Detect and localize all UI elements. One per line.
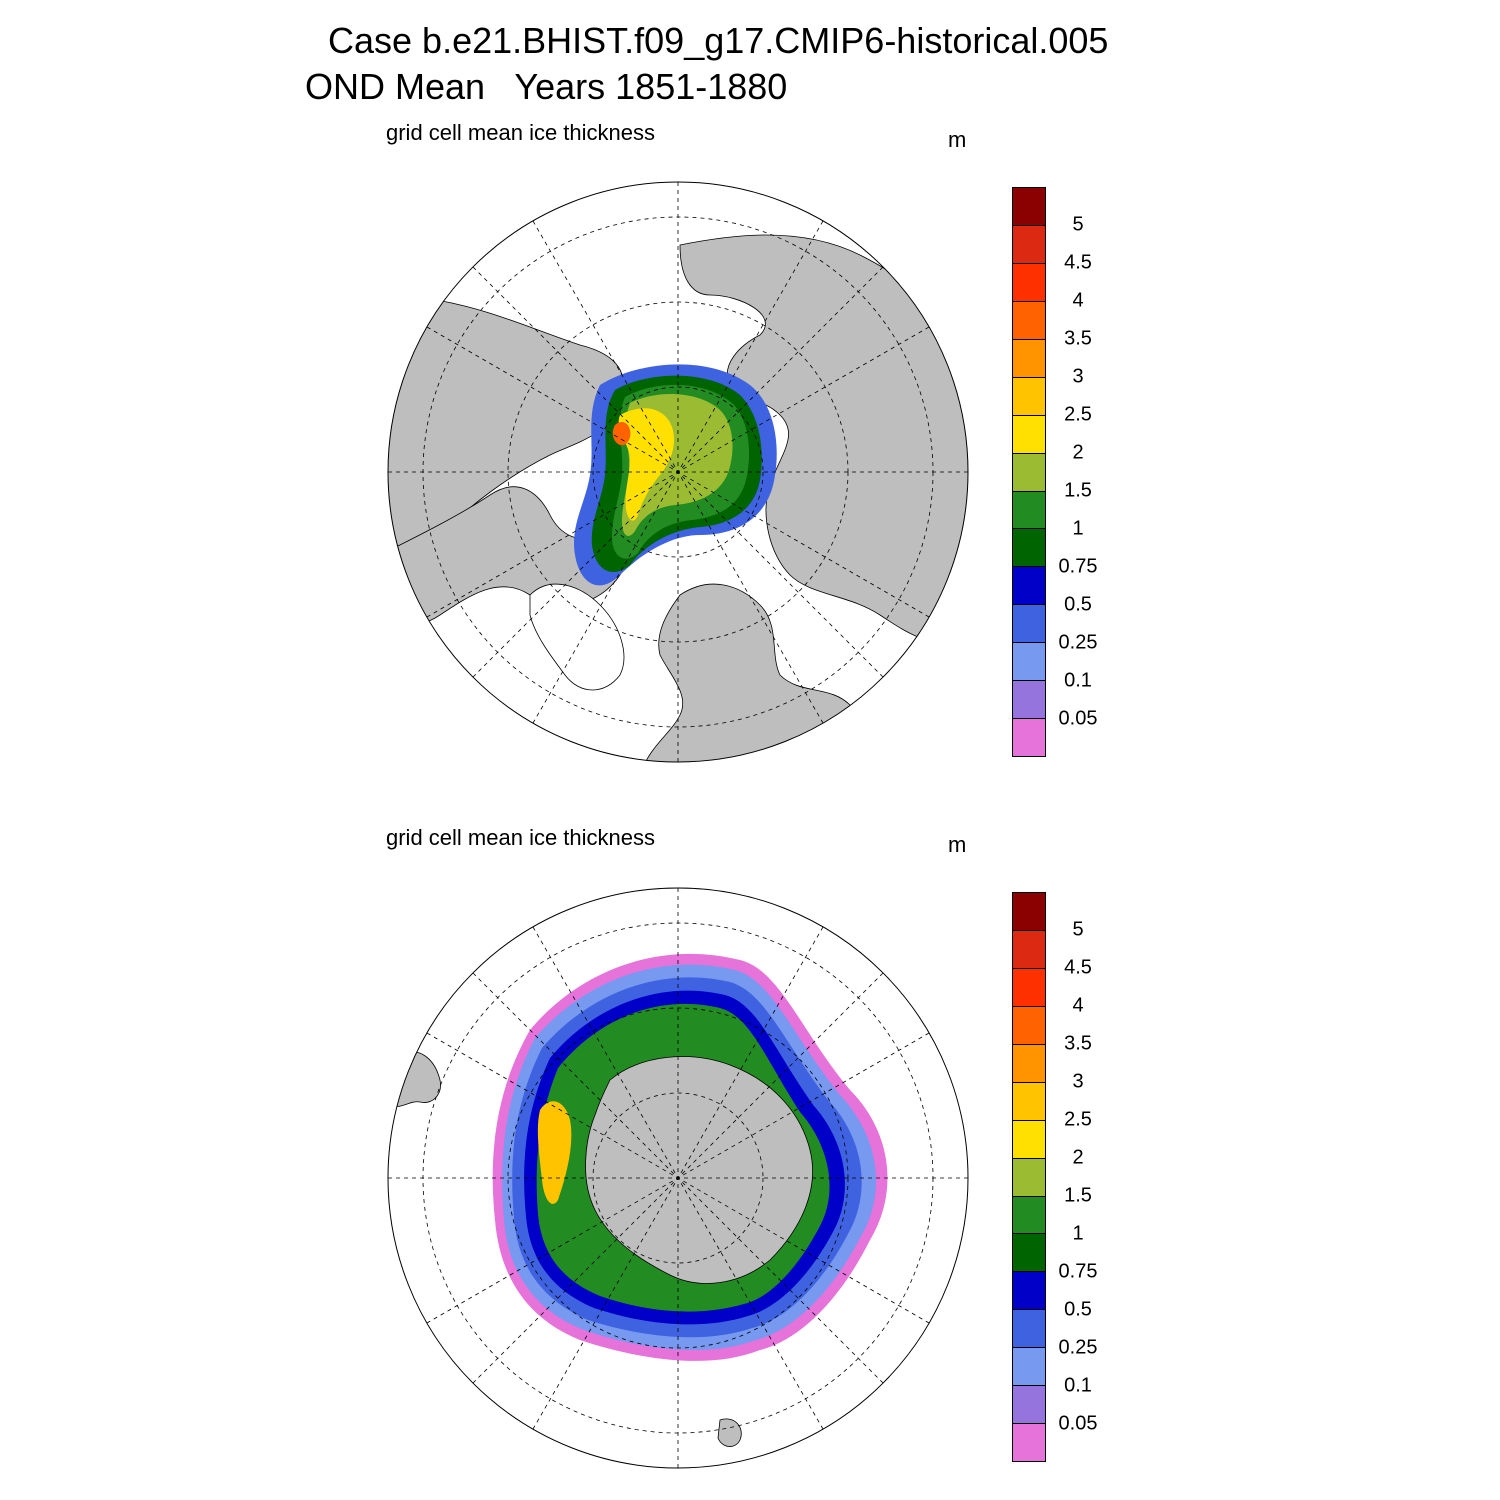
- colorbar-segment: [1013, 453, 1045, 492]
- colorbar-segment: [1013, 681, 1045, 720]
- colorbar-label: 4.5: [1064, 956, 1092, 979]
- colorbar-label: 0.1: [1064, 1374, 1092, 1397]
- land-south-africa: [717, 1418, 742, 1447]
- north-polar-map: [387, 181, 969, 763]
- colorbar-label: 0.05: [1058, 1412, 1098, 1435]
- colorbar-label: 0.75: [1058, 555, 1098, 578]
- colorbar-segment: [1013, 339, 1045, 378]
- colorbar-segment: [1013, 188, 1045, 226]
- land-antarctica: [585, 1056, 813, 1284]
- ice-thicker-south: [537, 1101, 572, 1204]
- colorbar-label: 0.5: [1064, 1298, 1092, 1321]
- colorbar-south-labels: 0.05 0.1 0.25 0.5 0.75 1 1.5 2 2.5 3 3.5 4 4.5 5: [1050, 892, 1120, 1462]
- south-polar-map: [387, 887, 969, 1469]
- colorbar-label: 2.5: [1064, 403, 1092, 426]
- colorbar-segment: [1013, 1348, 1045, 1387]
- panel-south-unit: m: [948, 832, 967, 857]
- colorbar-label: 3.5: [1064, 327, 1092, 350]
- colorbar-label: 0.25: [1058, 631, 1098, 654]
- colorbar-label: 4.5: [1064, 251, 1092, 274]
- colorbar-segment: [1013, 301, 1045, 340]
- colorbar-segment: [1013, 491, 1045, 530]
- colorbar-segment: [1013, 1386, 1045, 1425]
- colorbar-segment: [1013, 1006, 1045, 1045]
- panel-south-subtitle: grid cell mean ice thickness: [386, 825, 656, 850]
- colorbar-segment: [1013, 1196, 1045, 1235]
- colorbar-segment: [1013, 968, 1045, 1007]
- panel-north-unit: m: [948, 127, 967, 152]
- colorbar-label: 3.5: [1064, 1032, 1092, 1055]
- ice-fringe-north: [612, 422, 631, 446]
- colorbar-label: 2: [1072, 441, 1084, 464]
- colorbar-segment: [1013, 567, 1045, 606]
- colorbar-label: 3: [1072, 1070, 1084, 1093]
- colorbar-south: [1012, 892, 1046, 1462]
- colorbar-label: 1.5: [1064, 1184, 1092, 1207]
- colorbar-segment: [1013, 1310, 1045, 1349]
- colorbar-label: 4: [1072, 994, 1084, 1017]
- colorbar-label: 1: [1072, 1222, 1084, 1245]
- colorbar-segment: [1013, 605, 1045, 644]
- colorbar-segment: [1013, 893, 1045, 931]
- colorbar-label: 0.1: [1064, 669, 1092, 692]
- colorbar-label: 0.5: [1064, 593, 1092, 616]
- colorbar-label: 0.05: [1058, 707, 1098, 730]
- colorbar-label: 1.5: [1064, 479, 1092, 502]
- colorbar-label: 3: [1072, 365, 1084, 388]
- colorbar-north: [1012, 187, 1046, 757]
- colorbar-label: 0.25: [1058, 1336, 1098, 1359]
- colorbar-label: 5: [1072, 213, 1084, 236]
- colorbar-label: 1: [1072, 517, 1084, 540]
- colorbar-segment: [1013, 643, 1045, 682]
- panel-north-subtitle: grid cell mean ice thickness: [386, 120, 656, 145]
- colorbar-segment: [1013, 1082, 1045, 1121]
- colorbar-segment: [1013, 1158, 1045, 1197]
- figure-title-period: OND Mean Years 1851-1880: [305, 66, 788, 107]
- colorbar-segment: [1013, 1234, 1045, 1273]
- colorbar-segment: [1013, 1044, 1045, 1083]
- colorbar-segment: [1013, 415, 1045, 454]
- colorbar-segment: [1013, 1424, 1045, 1462]
- colorbar-segment: [1013, 1272, 1045, 1311]
- land-greenland: [529, 583, 625, 691]
- colorbar-segment: [1013, 377, 1045, 416]
- colorbar-label: 0.75: [1058, 1260, 1098, 1283]
- colorbar-segment: [1013, 263, 1045, 302]
- colorbar-north-labels: 0.05 0.1 0.25 0.5 0.75 1 1.5 2 2.5 3 3.5 4 4.5 5: [1050, 187, 1120, 757]
- colorbar-label: 2: [1072, 1146, 1084, 1169]
- colorbar-segment: [1013, 529, 1045, 568]
- colorbar-segment: [1013, 930, 1045, 969]
- figure-title-case: Case b.e21.BHIST.f09_g17.CMIP6-historica…: [328, 20, 1109, 61]
- colorbar-segment: [1013, 225, 1045, 264]
- colorbar-label: 2.5: [1064, 1108, 1092, 1131]
- colorbar-segment: [1013, 1120, 1045, 1159]
- ice-thickest-north: [618, 408, 675, 521]
- colorbar-label: 4: [1072, 289, 1084, 312]
- colorbar-label: 5: [1072, 918, 1084, 941]
- colorbar-segment: [1013, 719, 1045, 757]
